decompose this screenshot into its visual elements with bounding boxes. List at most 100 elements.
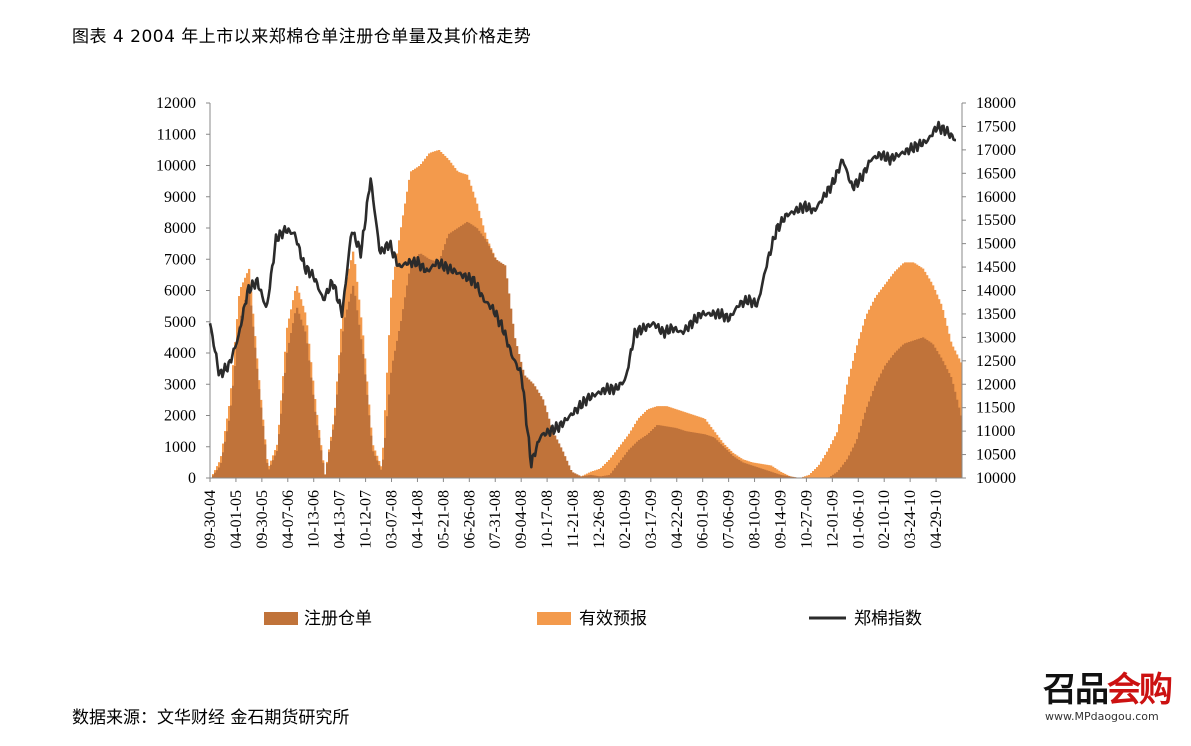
right-tick-label: 17500 bbox=[976, 118, 1016, 135]
registered-bar bbox=[706, 435, 709, 478]
registered-bar bbox=[550, 425, 553, 478]
registered-bar bbox=[422, 255, 425, 478]
registered-bar bbox=[316, 425, 319, 478]
registered-bar bbox=[212, 475, 215, 478]
registered-bar bbox=[452, 231, 455, 478]
registered-bar bbox=[292, 323, 295, 478]
registered-bar bbox=[398, 331, 401, 478]
registered-bar bbox=[240, 315, 243, 478]
registered-bar bbox=[784, 475, 787, 478]
registered-bar bbox=[696, 432, 699, 478]
registered-bar bbox=[438, 261, 441, 478]
right-tick-label: 12500 bbox=[976, 353, 1016, 370]
registered-bar bbox=[852, 447, 855, 478]
logo-url: www.MPdaogou.com bbox=[1045, 710, 1159, 723]
registered-bar bbox=[790, 476, 793, 478]
right-tick-label: 14000 bbox=[976, 283, 1016, 300]
left-tick-label: 2000 bbox=[164, 408, 196, 425]
registered-bar bbox=[242, 307, 245, 478]
registered-bar bbox=[658, 425, 661, 478]
registered-bar bbox=[518, 353, 521, 478]
x-tick-label: 10-27-09 bbox=[798, 490, 815, 549]
registered-bar bbox=[632, 445, 635, 478]
forecast-bar bbox=[806, 475, 809, 478]
registered-bar bbox=[850, 451, 853, 478]
registered-bar bbox=[924, 338, 927, 478]
registered-bar bbox=[258, 389, 261, 478]
registered-bar bbox=[702, 433, 705, 478]
registered-bar bbox=[558, 443, 561, 478]
x-tick-label: 03-24-10 bbox=[902, 490, 919, 549]
registered-bar bbox=[636, 441, 639, 478]
forecast-bar bbox=[826, 451, 829, 478]
registered-bar bbox=[776, 473, 779, 478]
registered-bar bbox=[892, 355, 895, 478]
right-tick-label: 11000 bbox=[976, 423, 1015, 440]
registered-bar bbox=[482, 236, 485, 478]
registered-bar bbox=[760, 468, 763, 478]
legend-label-index: 郑棉指数 bbox=[854, 609, 922, 629]
registered-bar bbox=[742, 462, 745, 478]
registered-bar bbox=[402, 309, 405, 478]
registered-bar bbox=[588, 475, 591, 478]
registered-bar bbox=[328, 452, 331, 478]
forecast-bar bbox=[828, 448, 831, 478]
registered-bar bbox=[876, 381, 879, 478]
left-tick-label: 9000 bbox=[164, 189, 196, 206]
registered-bar bbox=[238, 326, 241, 478]
registered-bar bbox=[960, 415, 963, 478]
forecast-bar bbox=[772, 466, 775, 478]
right-tick-label: 10500 bbox=[976, 447, 1016, 464]
x-tick-label: 04-13-07 bbox=[332, 490, 349, 549]
registered-bar bbox=[654, 427, 657, 478]
registered-bar bbox=[930, 342, 933, 479]
registered-bar bbox=[350, 293, 353, 478]
left-tick-label: 7000 bbox=[164, 251, 196, 268]
registered-bar bbox=[300, 319, 303, 479]
registered-bar bbox=[248, 284, 251, 478]
forecast-bar bbox=[858, 338, 861, 478]
registered-bar bbox=[284, 372, 287, 478]
index-line-layer bbox=[208, 120, 957, 469]
registered-bar bbox=[520, 361, 523, 478]
data-source: 数据来源：文华财经 金石期货研究所 bbox=[72, 708, 350, 728]
registered-bar bbox=[918, 338, 921, 478]
registered-bar bbox=[506, 278, 509, 478]
x-tick-label: 02-10-10 bbox=[876, 490, 893, 549]
registered-bar bbox=[308, 360, 311, 478]
registered-bar bbox=[220, 462, 223, 478]
registered-bar bbox=[758, 467, 761, 478]
right-tick-label: 13000 bbox=[976, 329, 1016, 346]
forecast-bar bbox=[812, 471, 815, 478]
registered-bar bbox=[272, 460, 275, 478]
registered-bar bbox=[722, 446, 725, 478]
registered-bar bbox=[264, 444, 267, 478]
forecast-bar bbox=[818, 464, 821, 478]
registered-bar bbox=[448, 233, 451, 478]
registered-bar bbox=[716, 440, 719, 478]
registered-bar bbox=[730, 454, 733, 478]
registered-bar bbox=[890, 357, 893, 478]
registered-bar bbox=[532, 383, 535, 478]
registered-bar bbox=[944, 365, 947, 478]
registered-bar bbox=[436, 261, 439, 478]
left-tick-label: 1000 bbox=[164, 439, 196, 456]
registered-bar bbox=[836, 472, 839, 478]
forecast-bar bbox=[840, 414, 843, 478]
registered-bar bbox=[262, 426, 265, 478]
right-tick-label: 17000 bbox=[976, 142, 1016, 159]
registered-bar bbox=[310, 377, 313, 478]
registered-bar bbox=[600, 476, 603, 478]
registered-bar bbox=[560, 447, 563, 479]
left-tick-label: 0 bbox=[188, 470, 196, 487]
registered-bar bbox=[442, 250, 445, 478]
registered-bar bbox=[464, 223, 467, 478]
registered-bar bbox=[428, 259, 431, 478]
registered-bar bbox=[360, 339, 363, 478]
forecast-bar bbox=[602, 465, 605, 478]
registered-bar bbox=[394, 350, 397, 478]
registered-bar bbox=[956, 399, 959, 478]
left-tick-label: 5000 bbox=[164, 314, 196, 331]
registered-bar bbox=[378, 465, 381, 478]
registered-bar bbox=[486, 241, 489, 478]
